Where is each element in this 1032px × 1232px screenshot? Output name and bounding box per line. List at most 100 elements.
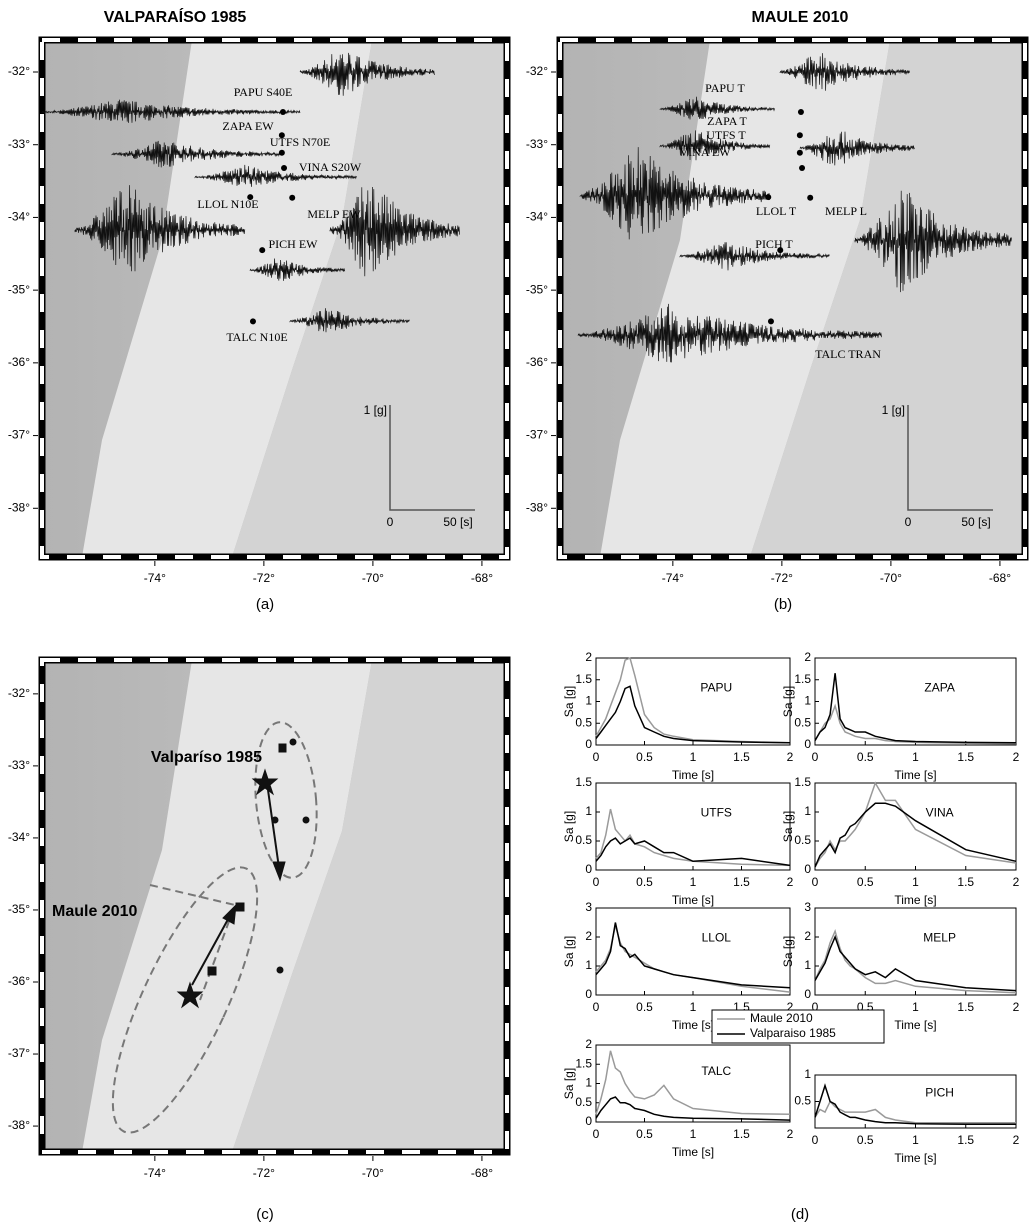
station [807,195,813,201]
y-tick-label: 1 [585,1076,592,1090]
x-tick-label: 1.5 [957,875,974,889]
station-label: TALC TRAN [815,347,881,361]
scale-amplitude: 1 [g] [882,403,905,417]
map-background [560,40,1025,557]
station-label: PICH T [755,237,793,251]
y-tick-label: 1 [585,694,592,708]
x-axis-label: Time [s] [894,893,936,907]
y-tick-label: -35° [526,282,548,296]
y-tick-label: 0.5 [575,715,592,729]
y-tick-label: 0 [804,737,811,751]
x-tick-label: 1.5 [957,750,974,764]
x-tick-label: 1 [912,750,919,764]
y-axis-label: Sa [g] [562,1068,576,1099]
x-tick-label: 0.5 [636,750,653,764]
station-label: TALC N10E [226,330,287,344]
station-square [279,744,286,752]
station-label: UTFS T [706,128,746,142]
x-tick-label: -74° [144,571,166,585]
plot-area [815,908,1016,995]
x-tick-label: 1 [690,1000,697,1014]
x-tick-label: 2 [787,750,794,764]
chart-title: TALC [701,1064,731,1078]
station [797,150,803,156]
y-tick-label: 2 [585,650,592,664]
station [250,318,256,324]
x-tick-label: 0 [812,1133,819,1147]
x-tick-label: 0 [593,1000,600,1014]
x-tick-label: 2 [787,875,794,889]
y-tick-label: 1.5 [575,672,592,686]
chart-title: ZAPA [924,681,954,695]
x-tick-label: -70° [362,571,384,585]
y-axis-label: Sa [g] [781,811,795,842]
panel-label: (d) [791,1206,809,1223]
x-tick-label: -72° [253,571,275,585]
x-tick-label: 1 [690,750,697,764]
station-label: PAPU S40E [234,85,293,99]
station-label: MELP L [825,204,867,218]
y-tick-label: 0.5 [575,833,592,847]
x-tick-label: -68° [471,571,493,585]
x-tick-label: 0.5 [857,750,874,764]
y-tick-label: -38° [8,500,30,514]
plot-area [596,783,790,870]
x-axis-label: Time [s] [894,1018,936,1032]
x-tick-label: 1.5 [733,1127,750,1141]
y-tick-label: 1 [585,804,592,818]
y-tick-label: -32° [8,686,30,700]
x-tick-label: 2 [1013,1000,1020,1014]
x-tick-label: 1 [912,1133,919,1147]
x-tick-label: 2 [1013,750,1020,764]
station [798,109,804,115]
station-label: MELP EW [307,207,361,221]
x-tick-label: -74° [662,571,684,585]
y-tick-label: 1.5 [794,775,811,789]
panel-label: (b) [774,596,792,613]
scale-time: 50 [s] [961,515,990,529]
y-tick-label: 1 [804,1067,811,1081]
x-axis-label: Time [s] [894,768,936,782]
y-tick-label: -32° [8,64,30,78]
station-dot [303,817,309,823]
y-tick-label: 1 [804,804,811,818]
x-tick-label: 1 [912,875,919,889]
x-axis-label: Time [s] [672,1018,714,1032]
plot-area [815,783,1016,870]
plot-area [815,1075,1016,1128]
y-axis-label: Sa [g] [562,686,576,717]
panel-label: (a) [256,596,274,613]
y-tick-label: 2 [585,1037,592,1051]
y-tick-label: -38° [8,1118,30,1132]
station [279,150,285,156]
x-tick-label: 0.5 [857,875,874,889]
station-dot [277,967,283,973]
station [289,195,295,201]
y-tick-label: -36° [526,355,548,369]
y-tick-label: 0 [585,737,592,751]
y-tick-label: -33° [8,758,30,772]
y-tick-label: 0 [804,862,811,876]
x-tick-label: 0 [593,750,600,764]
station-dot [290,739,296,745]
figure: -32° -33° -34° -35° -36° -37° -38° -74° -72° -70°… [0,0,1032,1232]
y-tick-label: 0 [585,1114,592,1128]
y-tick-label: -35° [8,902,30,916]
chart-title: UTFS [701,806,732,820]
scale-origin: 0 [905,515,912,529]
x-axis-label: Time [s] [672,893,714,907]
y-tick-label: 1 [804,958,811,972]
y-tick-label: -34° [8,830,30,844]
station [765,194,771,200]
x-tick-label: -74° [144,1166,166,1180]
chart-title: PICH [925,1086,954,1100]
y-tick-label: -37° [8,428,30,442]
y-axis-label: Sa [g] [562,811,576,842]
x-tick-label: 1 [690,875,697,889]
x-tick-label: 1 [690,1127,697,1141]
chart-title: MELP [923,931,956,945]
x-tick-label: 1.5 [733,875,750,889]
x-tick-label: 0 [812,750,819,764]
y-tick-label: -35° [8,282,30,296]
chart-title: PAPU [700,681,732,695]
